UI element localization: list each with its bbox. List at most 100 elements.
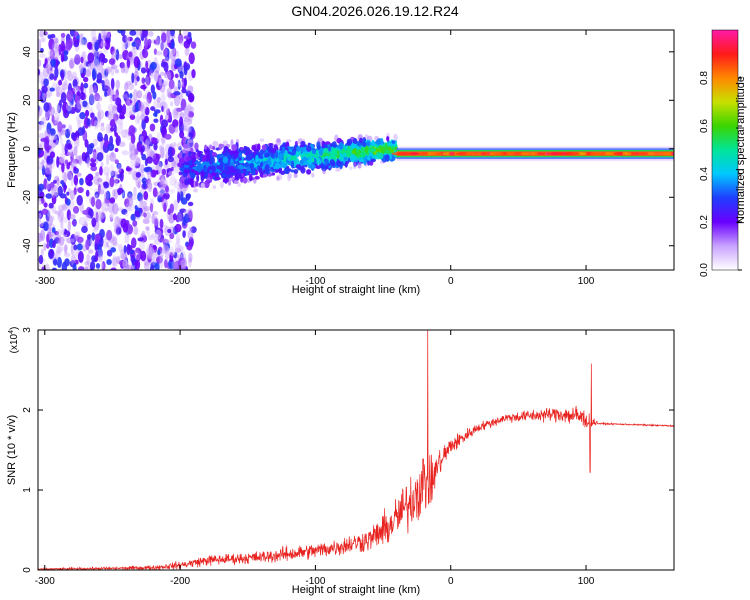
spectrogram-cell bbox=[237, 164, 244, 170]
spectrogram-cell bbox=[187, 229, 194, 240]
spectrogram-cell bbox=[87, 208, 94, 219]
spectrogram-cell bbox=[275, 151, 279, 159]
spectrogram-cell bbox=[61, 83, 69, 91]
spectrogram-cell bbox=[177, 32, 183, 43]
spectrogram-cell bbox=[113, 174, 119, 187]
spectrogram-cell bbox=[154, 218, 159, 230]
spectrogram-cell bbox=[328, 145, 332, 152]
spectrogram-cell bbox=[176, 191, 181, 204]
spectrogram-cell bbox=[174, 58, 182, 68]
spectrogram-x-label: Height of straight line (km) bbox=[292, 284, 420, 296]
spectrogram-cell bbox=[70, 244, 74, 255]
spectrogram-cell bbox=[163, 202, 167, 212]
spectrogram-cell bbox=[140, 250, 147, 262]
spectrogram-cell bbox=[38, 232, 42, 244]
spectrogram-cell bbox=[89, 93, 96, 105]
spectrogram-cell bbox=[167, 146, 173, 159]
spectrogram-cell bbox=[63, 50, 69, 56]
spectrogram-cell bbox=[122, 263, 130, 270]
spectrogram-cell bbox=[264, 152, 270, 158]
spectrogram-cell bbox=[74, 95, 79, 102]
spectrogram-cell bbox=[45, 181, 50, 191]
spectrogram-cell bbox=[141, 153, 147, 161]
spectrogram-cell bbox=[94, 194, 99, 201]
spectrogram-cell bbox=[146, 146, 152, 154]
spectrogram-cell bbox=[82, 76, 89, 83]
spectrogram-cell bbox=[96, 151, 104, 162]
spectrogram-cell bbox=[85, 175, 92, 186]
spectrogram-cell bbox=[137, 237, 144, 242]
spectrogram-cell bbox=[84, 139, 89, 148]
spectrogram-cell bbox=[318, 148, 324, 156]
spectrogram-cell bbox=[188, 132, 194, 138]
spectrogram-cell bbox=[38, 71, 45, 84]
spectrogram-cell bbox=[493, 152, 505, 156]
spectrogram-cell bbox=[92, 35, 98, 42]
spectrogram-cell bbox=[38, 183, 45, 191]
spectrogram-cell bbox=[73, 174, 79, 186]
spectrogram-cell bbox=[100, 209, 106, 219]
spectrogram-cell bbox=[293, 169, 299, 175]
spectrogram-cell bbox=[81, 225, 88, 234]
spectrogram-cell bbox=[148, 70, 154, 76]
spectrogram-cell bbox=[38, 105, 43, 117]
spectrogram-cell bbox=[177, 81, 184, 88]
spectrogram-cell bbox=[78, 64, 84, 70]
spectrogram-cell bbox=[117, 163, 122, 173]
spectrogram-cell bbox=[158, 228, 164, 235]
spectrogram-cell bbox=[170, 30, 175, 37]
spectrogram-cell bbox=[290, 160, 295, 169]
spectrogram-cell bbox=[164, 259, 168, 269]
spectrogram-cell bbox=[128, 110, 136, 116]
spectrogram-cell bbox=[224, 163, 228, 167]
spectrogram-cell bbox=[63, 244, 69, 252]
spectrogram-cell bbox=[141, 77, 145, 84]
spectrogram-cell bbox=[163, 162, 170, 169]
spectrogram-cell bbox=[172, 47, 177, 57]
spectrogram-cell bbox=[79, 33, 83, 46]
spectrogram-cell bbox=[73, 247, 80, 260]
spectrogram-cell bbox=[261, 144, 267, 151]
spectrogram-cell bbox=[114, 215, 120, 227]
spectrogram-cell bbox=[134, 259, 141, 270]
spectrogram-cell bbox=[57, 210, 61, 217]
spectrogram-cell bbox=[61, 124, 66, 129]
spectrogram-cell bbox=[206, 153, 211, 159]
spectrogram-cell bbox=[48, 48, 53, 57]
spectrogram-cell bbox=[212, 162, 218, 166]
spectrogram-cell bbox=[153, 235, 161, 245]
spectrogram-cell bbox=[96, 178, 103, 183]
x-tick-label: -300 bbox=[35, 276, 55, 287]
spectrogram-cell bbox=[311, 147, 316, 151]
spectrogram-cell bbox=[38, 39, 42, 51]
spectrogram-cell bbox=[168, 258, 175, 270]
spectrogram-cell bbox=[61, 162, 65, 173]
spectrogram-cell bbox=[61, 203, 68, 211]
spectrogram-cell bbox=[133, 56, 140, 68]
spectrogram-cell bbox=[188, 151, 192, 158]
snr-x-label: Height of straight line (km) bbox=[292, 584, 420, 596]
spectrogram-cell bbox=[115, 79, 121, 90]
spectrogram-cell bbox=[65, 198, 71, 206]
spectrogram-cell bbox=[179, 130, 185, 139]
spectrogram-cell bbox=[105, 153, 110, 166]
spectrogram-cell bbox=[106, 241, 110, 248]
spectrogram-cell bbox=[47, 34, 52, 40]
spectrogram-cell bbox=[64, 128, 71, 139]
spectrogram-cell bbox=[161, 168, 167, 176]
spectrogram-cell bbox=[110, 46, 115, 55]
spectrogram-cell bbox=[173, 91, 181, 96]
spectrogram-cell bbox=[156, 100, 161, 109]
spectrogram-cell bbox=[173, 199, 179, 211]
spectrogram-cell bbox=[49, 181, 54, 191]
spectrogram-cell bbox=[67, 71, 73, 78]
spectrogram-cell bbox=[214, 176, 221, 181]
spectrogram-cell bbox=[78, 216, 86, 226]
spectrogram-cell bbox=[248, 162, 255, 169]
spectrogram-cell bbox=[86, 233, 92, 240]
spectrogram-cell bbox=[140, 67, 147, 74]
spectrogram-cell bbox=[160, 41, 164, 51]
spectrogram-cell bbox=[66, 89, 74, 102]
spectrogram-cell bbox=[57, 204, 65, 212]
spectrogram-cell bbox=[186, 118, 193, 126]
